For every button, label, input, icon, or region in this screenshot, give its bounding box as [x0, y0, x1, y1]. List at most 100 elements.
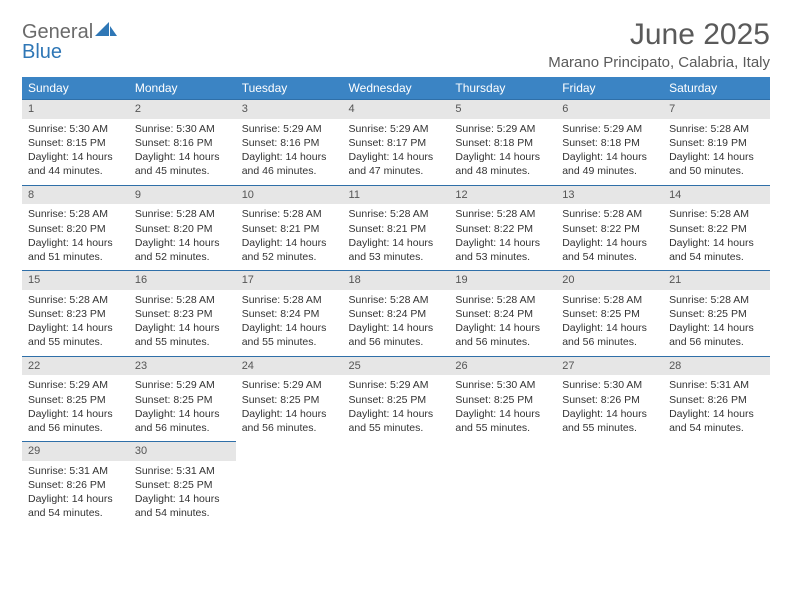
calendar-cell: 25 Sunrise: 5:29 AMSunset: 8:25 PMDayligh…: [343, 356, 450, 442]
sunset-line: Sunset: 8:22 PM: [455, 222, 550, 236]
day-body: Sunrise: 5:30 AMSunset: 8:25 PMDaylight:…: [449, 375, 556, 441]
sunset-line: Sunset: 8:25 PM: [135, 478, 230, 492]
day-body: Sunrise: 5:28 AMSunset: 8:22 PMDaylight:…: [663, 204, 770, 270]
daylight-line: Daylight: 14 hours and 53 minutes.: [455, 236, 550, 264]
day-number: 14: [663, 185, 770, 205]
day-number: 30: [129, 441, 236, 461]
day-body: Sunrise: 5:29 AMSunset: 8:18 PMDaylight:…: [556, 119, 663, 185]
calendar-cell: 27Sunrise: 5:30 AMSunset: 8:26 PMDayligh…: [556, 356, 663, 442]
daylight-line: Daylight: 14 hours and 48 minutes.: [455, 150, 550, 178]
daylight-line: Daylight: 14 hours and 56 minutes.: [242, 407, 337, 435]
day-number: 12: [449, 185, 556, 205]
calendar-cell: [449, 441, 556, 527]
sunrise-line: Sunrise: 5:28 AM: [28, 207, 123, 221]
calendar-row: 15Sunrise: 5:28 AMSunset: 8:23 PMDayligh…: [22, 270, 770, 356]
daylight-line: Daylight: 14 hours and 56 minutes.: [669, 321, 764, 349]
calendar-row: 1Sunrise: 5:30 AMSunset: 8:15 PMDaylight…: [22, 99, 770, 185]
daylight-line: Daylight: 14 hours and 51 minutes.: [28, 236, 123, 264]
sunrise-line: Sunrise: 5:28 AM: [669, 207, 764, 221]
calendar-cell: 24Sunrise: 5:29 AMSunset: 8:25 PMDayligh…: [236, 356, 343, 442]
day-body: Sunrise: 5:28 AMSunset: 8:20 PMDaylight:…: [22, 204, 129, 270]
calendar-row: 8Sunrise: 5:28 AMSunset: 8:20 PMDaylight…: [22, 185, 770, 271]
daylight-line: Daylight: 14 hours and 56 minutes.: [28, 407, 123, 435]
logo: General Blue: [22, 22, 117, 62]
calendar-cell: 28Sunrise: 5:31 AMSunset: 8:26 PMDayligh…: [663, 356, 770, 442]
sunrise-line: Sunrise: 5:28 AM: [349, 293, 444, 307]
day-body: Sunrise: 5:28 AMSunset: 8:24 PMDaylight:…: [236, 290, 343, 356]
weekday-header-row: SundayMondayTuesdayWednesdayThursdayFrid…: [22, 77, 770, 99]
weekday-header: Sunday: [22, 77, 129, 99]
sunrise-line: Sunrise: 5:31 AM: [135, 464, 230, 478]
month-title: June 2025: [548, 18, 770, 52]
sunset-line: Sunset: 8:22 PM: [562, 222, 657, 236]
sunset-line: Sunset: 8:25 PM: [455, 393, 550, 407]
sunset-line: Sunset: 8:24 PM: [349, 307, 444, 321]
day-body: Sunrise: 5:28 AMSunset: 8:25 PMDaylight:…: [556, 290, 663, 356]
day-body: Sunrise: 5:28 AMSunset: 8:23 PMDaylight:…: [22, 290, 129, 356]
day-number: 1: [22, 99, 129, 119]
sunrise-line: Sunrise: 5:28 AM: [562, 207, 657, 221]
sunrise-line: Sunrise: 5:28 AM: [455, 207, 550, 221]
weekday-header: Wednesday: [343, 77, 450, 99]
weekday-header: Monday: [129, 77, 236, 99]
day-number: 4: [343, 99, 450, 119]
calendar-cell: [343, 441, 450, 527]
calendar-cell: 8Sunrise: 5:28 AMSunset: 8:20 PMDaylight…: [22, 185, 129, 271]
calendar-cell: 21Sunrise: 5:28 AMSunset: 8:25 PMDayligh…: [663, 270, 770, 356]
day-number: 24: [236, 356, 343, 376]
daylight-line: Daylight: 14 hours and 56 minutes.: [135, 407, 230, 435]
sunset-line: Sunset: 8:25 PM: [135, 393, 230, 407]
calendar-cell: 6Sunrise: 5:29 AMSunset: 8:18 PMDaylight…: [556, 99, 663, 185]
day-number: 5: [449, 99, 556, 119]
daylight-line: Daylight: 14 hours and 55 minutes.: [349, 407, 444, 435]
day-body: Sunrise: 5:29 AMSunset: 8:17 PMDaylight:…: [343, 119, 450, 185]
calendar-cell: 30Sunrise: 5:31 AMSunset: 8:25 PMDayligh…: [129, 441, 236, 527]
day-body: Sunrise: 5:30 AMSunset: 8:16 PMDaylight:…: [129, 119, 236, 185]
day-body: Sunrise: 5:28 AMSunset: 8:24 PMDaylight:…: [343, 290, 450, 356]
sunset-line: Sunset: 8:25 PM: [242, 393, 337, 407]
day-body: Sunrise: 5:29 AMSunset: 8:25 PMDaylight:…: [22, 375, 129, 441]
sunrise-line: Sunrise: 5:29 AM: [349, 122, 444, 136]
day-number: 25: [343, 356, 450, 376]
sunrise-line: Sunrise: 5:28 AM: [242, 293, 337, 307]
calendar-cell: 15Sunrise: 5:28 AMSunset: 8:23 PMDayligh…: [22, 270, 129, 356]
weekday-header: Thursday: [449, 77, 556, 99]
calendar-cell: 19Sunrise: 5:28 AMSunset: 8:24 PMDayligh…: [449, 270, 556, 356]
sunset-line: Sunset: 8:23 PM: [135, 307, 230, 321]
calendar-cell: 29Sunrise: 5:31 AMSunset: 8:26 PMDayligh…: [22, 441, 129, 527]
day-number: 9: [129, 185, 236, 205]
daylight-line: Daylight: 14 hours and 56 minutes.: [349, 321, 444, 349]
sunrise-line: Sunrise: 5:29 AM: [28, 378, 123, 392]
location: Marano Principato, Calabria, Italy: [548, 54, 770, 71]
sunrise-line: Sunrise: 5:29 AM: [349, 378, 444, 392]
sunset-line: Sunset: 8:17 PM: [349, 136, 444, 150]
daylight-line: Daylight: 14 hours and 54 minutes.: [28, 492, 123, 520]
day-number: 21: [663, 270, 770, 290]
daylight-line: Daylight: 14 hours and 49 minutes.: [562, 150, 657, 178]
day-body: Sunrise: 5:31 AMSunset: 8:26 PMDaylight:…: [22, 461, 129, 527]
sunrise-line: Sunrise: 5:29 AM: [455, 122, 550, 136]
sunset-line: Sunset: 8:25 PM: [349, 393, 444, 407]
sunset-line: Sunset: 8:18 PM: [562, 136, 657, 150]
calendar-cell: 7Sunrise: 5:28 AMSunset: 8:19 PMDaylight…: [663, 99, 770, 185]
calendar-body: 1Sunrise: 5:30 AMSunset: 8:15 PMDaylight…: [22, 99, 770, 527]
logo-text-1: General: [22, 21, 93, 43]
weekday-header: Saturday: [663, 77, 770, 99]
sunrise-line: Sunrise: 5:28 AM: [669, 293, 764, 307]
title-block: June 2025 Marano Principato, Calabria, I…: [548, 18, 770, 71]
calendar-cell: 4Sunrise: 5:29 AMSunset: 8:17 PMDaylight…: [343, 99, 450, 185]
sunset-line: Sunset: 8:16 PM: [135, 136, 230, 150]
calendar-cell: 5Sunrise: 5:29 AMSunset: 8:18 PMDaylight…: [449, 99, 556, 185]
day-number: 2: [129, 99, 236, 119]
daylight-line: Daylight: 14 hours and 55 minutes.: [562, 407, 657, 435]
calendar-cell: 18Sunrise: 5:28 AMSunset: 8:24 PMDayligh…: [343, 270, 450, 356]
daylight-line: Daylight: 14 hours and 44 minutes.: [28, 150, 123, 178]
daylight-line: Daylight: 14 hours and 55 minutes.: [242, 321, 337, 349]
day-number: 10: [236, 185, 343, 205]
day-body: Sunrise: 5:31 AMSunset: 8:25 PMDaylight:…: [129, 461, 236, 527]
sunset-line: Sunset: 8:23 PM: [28, 307, 123, 321]
sunset-line: Sunset: 8:15 PM: [28, 136, 123, 150]
day-number: 11: [343, 185, 450, 205]
logo-text-2: Blue: [22, 41, 62, 63]
calendar-cell: 14Sunrise: 5:28 AMSunset: 8:22 PMDayligh…: [663, 185, 770, 271]
